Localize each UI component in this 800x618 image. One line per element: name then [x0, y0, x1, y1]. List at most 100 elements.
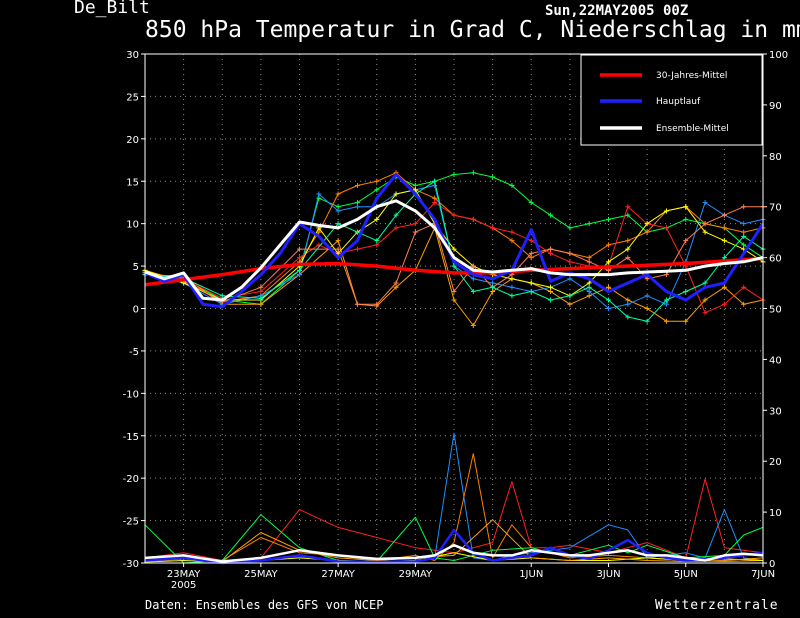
temp-point	[625, 238, 631, 244]
temp-point	[354, 246, 360, 252]
precipitation-series	[144, 432, 764, 565]
temp-point	[663, 225, 669, 231]
temp-point	[451, 246, 457, 252]
legend-label-main-run: Hauptlauf	[656, 97, 701, 107]
temp-point	[741, 242, 747, 248]
temp-point	[567, 301, 573, 307]
temp-point	[625, 297, 631, 303]
temp-point	[606, 259, 611, 265]
legend-label-ensemble-mean: Ensemble-Mittel	[656, 124, 729, 134]
temp-point	[721, 212, 727, 218]
x-tick-label: 5JUN	[674, 569, 698, 580]
temp-point	[625, 204, 631, 210]
y-right-tick-label: 90	[769, 101, 782, 112]
temp-point	[721, 238, 727, 244]
temp-point	[625, 212, 631, 218]
temp-point	[470, 276, 476, 282]
y-axis-right: 0 10 20 30 40 50 60 70 80 90 100	[763, 50, 788, 570]
temp-point	[586, 280, 592, 286]
temp-point	[258, 301, 264, 307]
chart-title: 850 hPa Temperatur in Grad C, Niederschl…	[145, 17, 800, 43]
temp-point	[451, 263, 457, 269]
temp-point	[412, 229, 418, 235]
temp-point	[683, 216, 689, 222]
temp-point	[663, 301, 669, 307]
temp-point	[606, 306, 611, 311]
temp-point	[335, 238, 341, 244]
temp-point	[432, 199, 438, 205]
temp-point	[470, 170, 476, 176]
temp-point	[702, 297, 708, 303]
temp-point	[528, 238, 534, 244]
temp-point	[548, 297, 554, 303]
temp-point	[490, 174, 496, 180]
temp-point	[490, 289, 496, 295]
temp-point	[374, 238, 380, 244]
temp-point	[509, 276, 515, 282]
legend: 30-Jahres-Mittel Hauptlauf Ensemble-Mitt…	[580, 54, 763, 146]
y-left-tick-label: 20	[126, 135, 139, 146]
y-left-tick-label: 30	[126, 50, 139, 61]
temp-point	[528, 289, 534, 295]
temp-point	[470, 263, 476, 269]
temp-point	[528, 250, 534, 256]
temp-point	[586, 221, 592, 227]
y-left-tick-label: 25	[126, 92, 139, 103]
y-left-tick-label: -25	[123, 517, 139, 528]
temp-point	[490, 280, 496, 286]
temp-point	[741, 301, 747, 307]
x-tick-label: 27MAY	[321, 569, 355, 580]
temp-line-hauptlauf	[144, 173, 765, 309]
temp-point	[683, 238, 689, 244]
x-tick-label: 7JUN	[751, 569, 775, 580]
x-tick-label: 29MAY	[399, 569, 433, 580]
temp-point	[548, 284, 554, 290]
temp-point	[258, 284, 264, 290]
temp-point	[412, 221, 418, 227]
temp-line-ensemble-mittel	[144, 199, 764, 302]
temp-point	[528, 280, 534, 286]
temp-point	[374, 187, 380, 193]
y-right-tick-label: 40	[769, 355, 782, 366]
temp-point	[374, 216, 380, 222]
temp-point	[509, 284, 515, 290]
temp-point	[354, 229, 360, 235]
y-left-tick-label: 15	[126, 177, 139, 188]
temp-point	[663, 297, 669, 303]
temp-point	[606, 297, 611, 303]
temp-point	[606, 284, 611, 290]
temp-point	[451, 171, 457, 177]
temp-point	[509, 238, 515, 244]
temp-point	[451, 297, 457, 303]
temp-point	[586, 293, 592, 299]
temp-point	[393, 284, 399, 290]
temp-point	[470, 322, 476, 328]
temp-point	[451, 212, 457, 218]
precip-line-member-green	[144, 514, 764, 564]
temp-point	[393, 280, 399, 286]
temp-point	[297, 246, 302, 252]
y-right-tick-label: 30	[769, 406, 782, 417]
temp-point	[528, 255, 534, 261]
temp-point	[335, 246, 341, 252]
temp-point	[741, 221, 747, 227]
temp-point	[702, 199, 708, 205]
temp-point	[567, 225, 573, 231]
precip-line-member-orange	[144, 453, 764, 562]
y-right-tick-label: 10	[769, 508, 782, 519]
temp-point	[683, 318, 689, 324]
y-right-tick-label: 50	[769, 305, 782, 316]
temp-point	[354, 204, 360, 210]
temp-point	[644, 306, 650, 311]
temp-point	[625, 255, 631, 261]
temp-point	[258, 295, 264, 301]
temp-point	[432, 178, 438, 184]
y-right-tick-label: 20	[769, 457, 782, 468]
temp-point	[606, 242, 611, 248]
temp-point	[219, 293, 225, 299]
temp-point	[412, 187, 418, 193]
temp-point	[258, 289, 264, 295]
temp-point	[606, 267, 611, 273]
